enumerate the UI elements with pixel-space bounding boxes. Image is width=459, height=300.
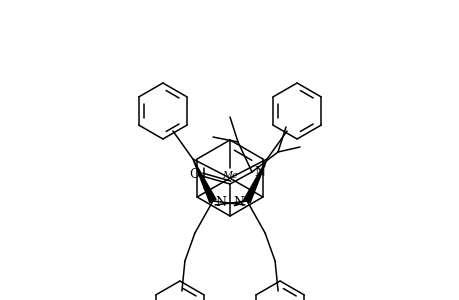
Text: Me: Me (222, 172, 237, 181)
Text: N: N (233, 196, 244, 209)
Text: O: O (188, 167, 199, 181)
Polygon shape (243, 159, 267, 202)
Text: N: N (215, 196, 226, 209)
Text: N: N (254, 166, 265, 178)
Polygon shape (192, 159, 216, 202)
